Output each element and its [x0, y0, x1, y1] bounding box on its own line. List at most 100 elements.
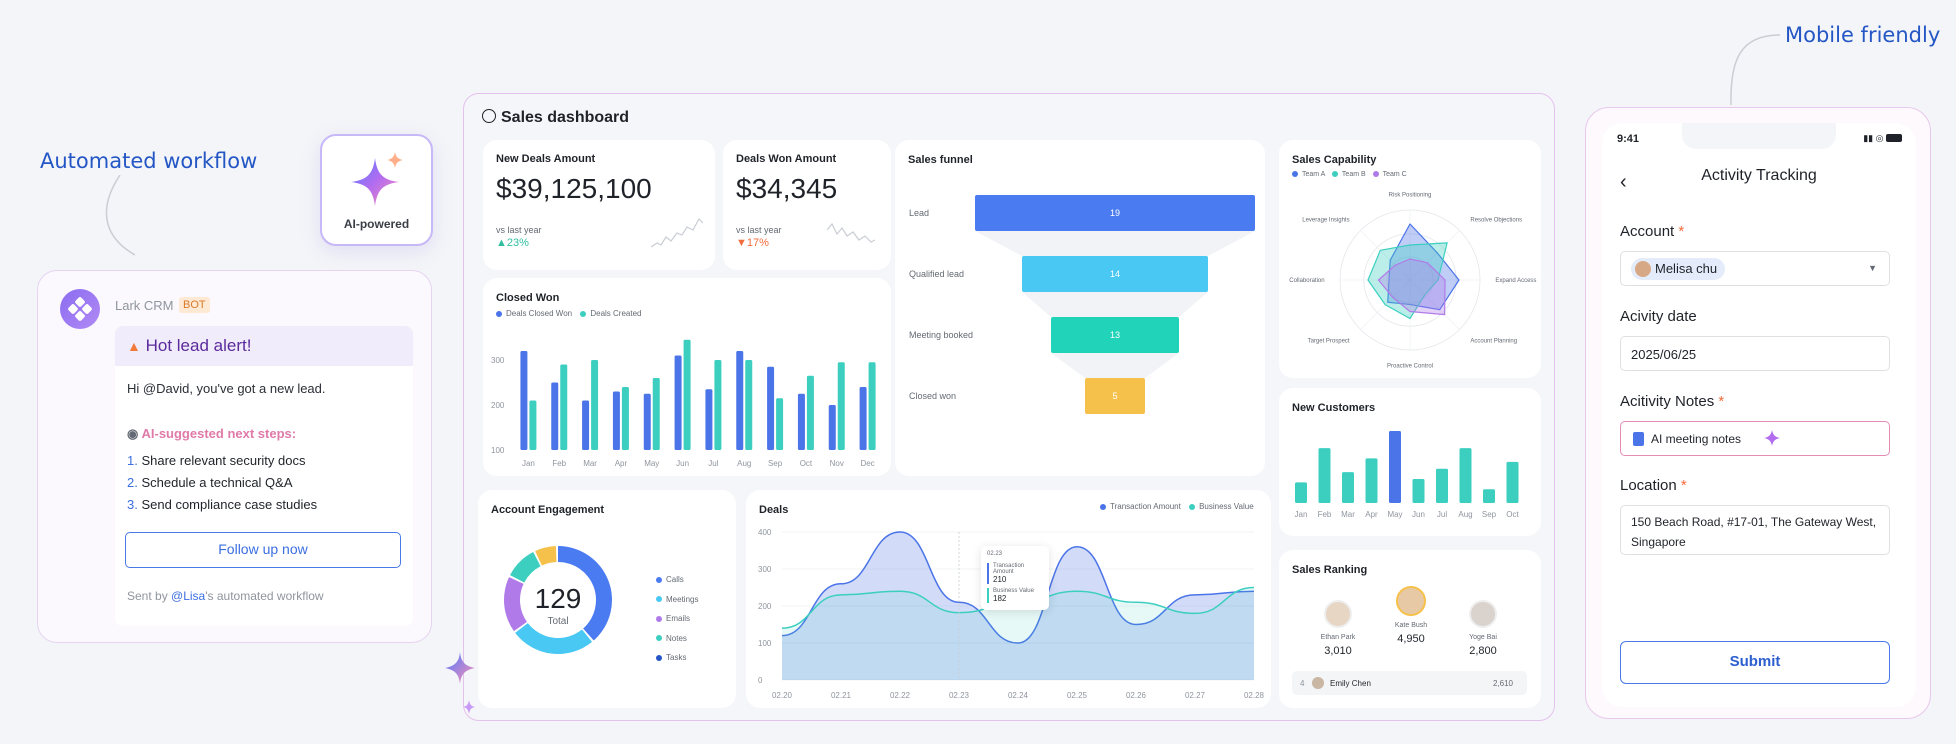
date-field[interactable]: 2025/06/25 — [1620, 336, 1890, 371]
radar-axis-label: Expand Access — [1495, 278, 1536, 284]
sales-capability-radar: Risk Positioning Resolve Objections Expand… — [1289, 193, 1536, 370]
step-item: 2. Schedule a technical Q&A — [127, 472, 317, 494]
callout-connector-right — [1730, 34, 1781, 106]
kpi-caption: vs last year — [736, 225, 782, 235]
legend-item: Calls — [656, 570, 698, 590]
bar — [776, 398, 784, 450]
engagement-total: 129 — [534, 583, 582, 614]
y-tick-label: 100 — [491, 446, 505, 455]
callout-automated-workflow: Automated workflow — [40, 149, 258, 173]
footer-mention-link[interactable]: @Lisa — [171, 589, 206, 603]
location-field[interactable]: 150 Beach Road, #17-01, The Gateway West… — [1620, 505, 1890, 555]
date-label: Acivity date — [1620, 308, 1697, 325]
bar — [1436, 468, 1448, 503]
funnel-value: 14 — [1110, 269, 1120, 279]
follow-up-button[interactable]: Follow up now — [125, 532, 401, 568]
ranking-score: 2,800 — [1469, 645, 1497, 657]
new-customers-card: New Customers Jan Feb Mar Apr May Jun Jul Aug Se… — [1279, 388, 1541, 536]
bar — [643, 393, 651, 450]
bar — [745, 360, 753, 450]
arrow-up-icon: ▲ — [496, 237, 507, 249]
legend-label: Tasks — [666, 653, 687, 662]
donut-slice — [504, 577, 527, 632]
signal-icon: ▮▮ — [1863, 133, 1874, 143]
legend-dot — [656, 596, 662, 603]
legend-label: Emails — [666, 614, 691, 623]
submit-button[interactable]: Submit — [1620, 641, 1890, 684]
bar — [1295, 482, 1307, 503]
y-tick-label: 300 — [491, 356, 505, 365]
dashboard-title: Sales dashboard — [501, 109, 630, 126]
deals-line-chart: 0 100 200 300 400 02.20 02.21 02.22 02.23 02.24 02… — [758, 528, 1265, 700]
account-select[interactable]: Melisa chu ▼ — [1620, 251, 1890, 286]
x-tick-label: Jan — [522, 459, 535, 468]
x-tick-label: Apr — [1365, 510, 1378, 519]
ranking-row-score: 2,610 — [1492, 679, 1513, 688]
x-tick-label: 02.24 — [1008, 691, 1029, 700]
sales-capability-card: Sales Capability Team A Team B Team C Ri… — [1279, 140, 1541, 378]
legend-item: Tasks — [656, 648, 698, 668]
ranking-person: Ethan Park 3,010 — [1308, 600, 1368, 657]
bar — [859, 387, 867, 450]
account-chip: Melisa chu — [1631, 258, 1726, 280]
account-value: Melisa chu — [1655, 261, 1718, 276]
kpi-delta-value: 23% — [506, 237, 529, 249]
x-tick-label: 02.27 — [1185, 691, 1206, 700]
bar — [520, 351, 528, 450]
ranking-name: Kate Bush — [1394, 622, 1428, 629]
funnel-connector — [975, 231, 1255, 256]
legend-label: Deals Closed Won — [506, 309, 573, 318]
x-tick-label: 02.22 — [890, 691, 911, 700]
series-area — [782, 532, 1254, 680]
x-tick-label: 02.26 — [1126, 691, 1147, 700]
funnel-connector — [1022, 292, 1208, 317]
bar — [797, 393, 805, 450]
x-tick-label: Apr — [615, 459, 628, 468]
bar — [621, 387, 629, 450]
required-mark: * — [1680, 477, 1687, 494]
legend-dot — [1100, 503, 1106, 510]
donut-slice — [558, 546, 612, 641]
funnel-bar — [1022, 256, 1208, 292]
legend-dot — [580, 310, 587, 317]
arrow-down-icon: ▼ — [736, 237, 747, 249]
radar-axis-label: Collaboration — [1289, 278, 1324, 284]
ranking-row: 4 Emily Chen 2,610 — [1292, 671, 1527, 695]
battery-icon — [1886, 134, 1902, 142]
kpi-card-deals-won: Deals Won Amount $34,345 vs last year ▼1… — [723, 140, 891, 270]
callout-mobile-friendly: Mobile friendly — [1785, 23, 1941, 47]
new-customers-title: New Customers — [1292, 402, 1376, 414]
kpi-sparkline — [827, 222, 875, 243]
closed-won-card: Closed Won Deals Closed Won Deals Create… — [483, 278, 891, 476]
ranking-person: Yoge Bai 2,800 — [1453, 600, 1513, 657]
notes-field[interactable]: AI meeting notes — [1620, 421, 1890, 456]
tooltip-row: Business Value 182 — [987, 588, 1043, 603]
bar — [560, 364, 568, 450]
radar-series — [1377, 258, 1446, 316]
radar-axis — [1360, 230, 1411, 281]
radar-axis — [1409, 279, 1460, 330]
x-tick-label: 02.25 — [1067, 691, 1088, 700]
step-text: Send compliance case studies — [141, 497, 318, 512]
y-tick-label: 400 — [758, 528, 772, 537]
sales-funnel-card: Sales funnel 19 Lead 14 Qualified lead 13 Mee… — [895, 140, 1265, 476]
funnel-stage-label: Lead — [909, 208, 929, 218]
x-tick-label: Aug — [737, 459, 751, 468]
chevron-down-icon: ▼ — [1868, 263, 1877, 273]
radar-axis-label: Leverage Insights — [1302, 218, 1349, 224]
ranking-row-name: Emily Chen — [1330, 679, 1371, 688]
x-tick-label: May — [1387, 510, 1402, 519]
bar — [714, 360, 722, 450]
bot-tag-badge: BOT — [179, 297, 210, 313]
funnel-value: 19 — [1110, 208, 1120, 218]
donut-slice — [535, 546, 557, 566]
back-chevron-icon[interactable]: ‹ — [1620, 171, 1627, 193]
legend-label: Team C — [1382, 171, 1407, 178]
x-tick-label: Oct — [800, 459, 813, 468]
kpi-delta: ▼17% — [736, 237, 769, 249]
x-tick-label: Sep — [768, 459, 783, 468]
notes-label-text: Acitivity Notes — [1620, 393, 1715, 410]
mobile-panel: 9:41 ▮▮ ◎ ‹ Activity Tracking Account * … — [1585, 107, 1931, 719]
legend-dot — [656, 654, 662, 661]
clock-icon — [482, 109, 496, 123]
